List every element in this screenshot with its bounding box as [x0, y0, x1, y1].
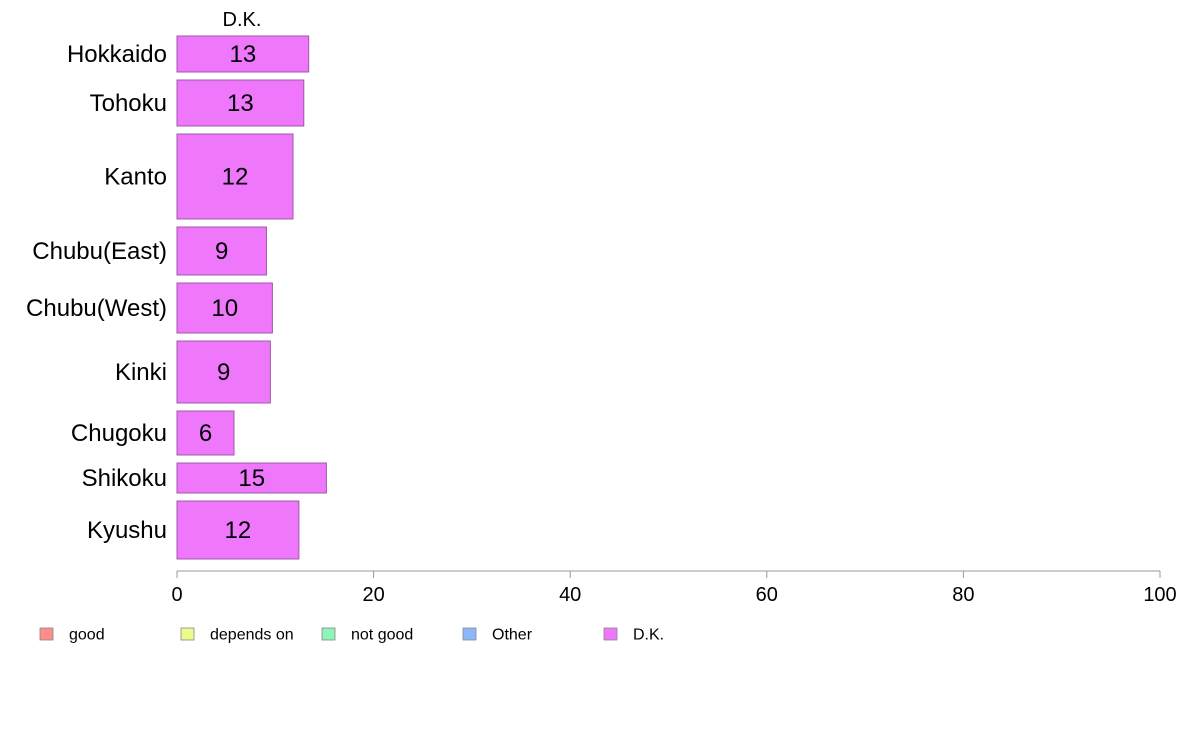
category-label: Hokkaido — [67, 41, 167, 68]
legend-label: D.K. — [633, 627, 664, 644]
legend-swatch — [603, 627, 618, 641]
category-label: Kanto — [104, 164, 167, 191]
bar-value-label: 15 — [238, 465, 265, 492]
bar-value-label: 10 — [211, 295, 238, 322]
bar-chubu-west- — [176, 282, 273, 334]
bar-value-label: 9 — [215, 238, 228, 265]
legend-label: not good — [351, 627, 413, 644]
x-tick-label: 80 — [952, 584, 974, 606]
category-label: Chubu(East) — [32, 238, 167, 265]
x-tick-label: 20 — [362, 584, 384, 606]
bar-kinki — [176, 340, 271, 404]
bar-kanto — [176, 133, 294, 220]
legend-swatch — [180, 627, 195, 641]
category-label: Tohoku — [90, 90, 167, 117]
bar-chubu-east- — [176, 226, 267, 276]
bar-kyushu — [176, 500, 300, 560]
legend-label: Other — [492, 627, 533, 644]
bar-value-label: 12 — [225, 517, 252, 544]
bar-chugoku — [176, 410, 235, 456]
legend-swatch — [462, 627, 477, 641]
category-label: Kinki — [115, 359, 167, 386]
panel-title: D.K. — [223, 9, 262, 31]
legend-swatch — [39, 627, 54, 641]
bar-value-label: 6 — [199, 420, 212, 447]
bar-value-label: 9 — [217, 359, 230, 386]
legend: good depends on not good Other D.K. — [39, 627, 664, 644]
x-axis: 0 20 40 60 80 100 — [171, 570, 1177, 606]
bar-value-label: 12 — [222, 164, 249, 191]
bar-value-label: 13 — [230, 41, 257, 68]
legend-label: depends on — [210, 627, 294, 644]
legend-swatch — [321, 627, 336, 641]
category-label: Chubu(West) — [26, 295, 167, 322]
bar-shikoku — [176, 462, 327, 494]
x-tick-label: 100 — [1143, 584, 1176, 606]
legend-label: good — [69, 627, 105, 644]
category-label: Kyushu — [87, 517, 167, 544]
bars: 13 Hokkaido 13 Tohoku 12 Kanto 9 Chubu(East) 10 C… — [26, 35, 327, 560]
category-label: Chugoku — [71, 420, 167, 447]
category-label: Shikoku — [82, 465, 167, 492]
bar-tohoku — [176, 79, 305, 127]
x-tick-label: 40 — [559, 584, 581, 606]
bar-value-label: 13 — [227, 90, 254, 117]
bar-hokkaido — [176, 35, 310, 73]
x-tick-label: 0 — [171, 584, 182, 606]
x-tick-label: 60 — [756, 584, 778, 606]
